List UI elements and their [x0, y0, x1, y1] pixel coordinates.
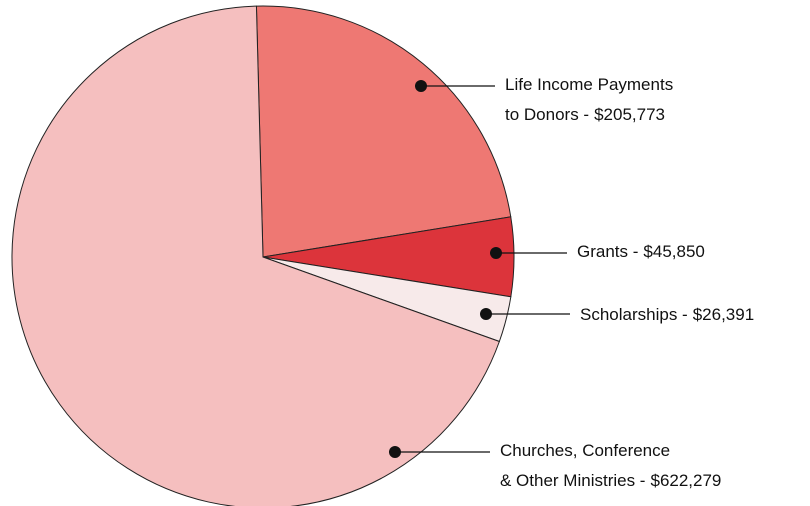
value-label: $622,279: [650, 471, 721, 490]
label-line: Grants -: [577, 242, 638, 261]
label-dot: [480, 308, 492, 320]
label-line: & Other Ministries -: [500, 471, 645, 490]
slice-label: Life Income Payments to Donors - $205,773: [505, 75, 673, 124]
slice-label: Churches, Conference & Other Ministries -…: [500, 441, 721, 490]
label-line: to Donors -: [505, 105, 589, 124]
label-line: Churches, Conference: [500, 441, 670, 460]
slice-label: Scholarships - $26,391: [580, 305, 754, 324]
label-line: Life Income Payments: [505, 75, 673, 94]
value-label: $205,773: [594, 105, 665, 124]
label-dot: [415, 80, 427, 92]
label-dot: [389, 446, 401, 458]
pie-slice: [255, 5, 512, 258]
label-dot: [490, 247, 502, 259]
value-label: $45,850: [643, 242, 704, 261]
slice-label: Grants - $45,850: [577, 242, 705, 261]
value-label: $26,391: [693, 305, 754, 324]
pie-slice: [11, 5, 500, 506]
label-line: Scholarships -: [580, 305, 688, 324]
